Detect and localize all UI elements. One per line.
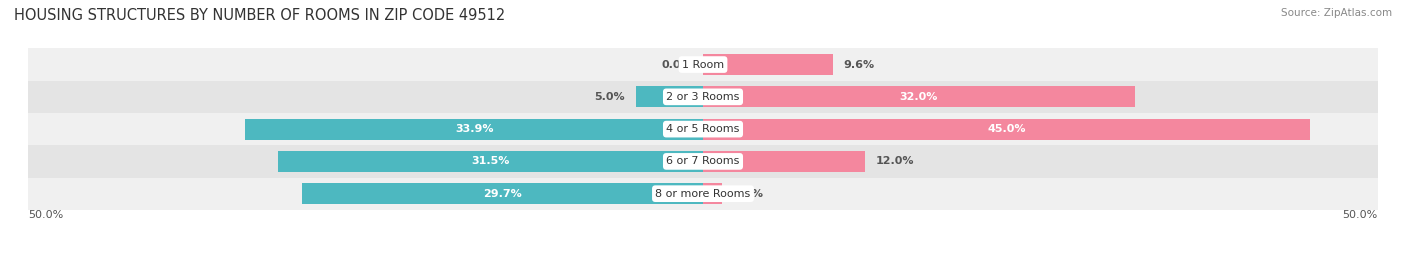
Bar — [28, 145, 1378, 178]
Text: 4 or 5 Rooms: 4 or 5 Rooms — [666, 124, 740, 134]
Bar — [302, 183, 703, 204]
Text: 29.7%: 29.7% — [484, 189, 522, 199]
Text: 1.4%: 1.4% — [733, 189, 763, 199]
Bar — [703, 86, 1135, 107]
Bar — [636, 86, 703, 107]
Text: 50.0%: 50.0% — [28, 210, 63, 220]
Text: 1 Room: 1 Room — [682, 59, 724, 70]
Bar — [28, 113, 1378, 145]
Bar — [28, 178, 1378, 210]
Text: 33.9%: 33.9% — [456, 124, 494, 134]
Text: 31.5%: 31.5% — [471, 156, 509, 167]
Bar — [278, 151, 703, 172]
Bar — [703, 54, 832, 75]
Text: 50.0%: 50.0% — [1343, 210, 1378, 220]
Bar — [246, 119, 703, 140]
Text: 9.6%: 9.6% — [844, 59, 875, 70]
Bar — [703, 151, 865, 172]
Text: 0.0%: 0.0% — [662, 59, 692, 70]
Text: 8 or more Rooms: 8 or more Rooms — [655, 189, 751, 199]
Text: HOUSING STRUCTURES BY NUMBER OF ROOMS IN ZIP CODE 49512: HOUSING STRUCTURES BY NUMBER OF ROOMS IN… — [14, 8, 505, 23]
Text: 5.0%: 5.0% — [595, 92, 624, 102]
Bar — [28, 81, 1378, 113]
Bar — [28, 48, 1378, 81]
Text: 32.0%: 32.0% — [900, 92, 938, 102]
Text: 6 or 7 Rooms: 6 or 7 Rooms — [666, 156, 740, 167]
Text: 2 or 3 Rooms: 2 or 3 Rooms — [666, 92, 740, 102]
Bar — [703, 119, 1310, 140]
Bar — [703, 183, 721, 204]
Text: 45.0%: 45.0% — [987, 124, 1026, 134]
Text: Source: ZipAtlas.com: Source: ZipAtlas.com — [1281, 8, 1392, 18]
Text: 12.0%: 12.0% — [876, 156, 914, 167]
